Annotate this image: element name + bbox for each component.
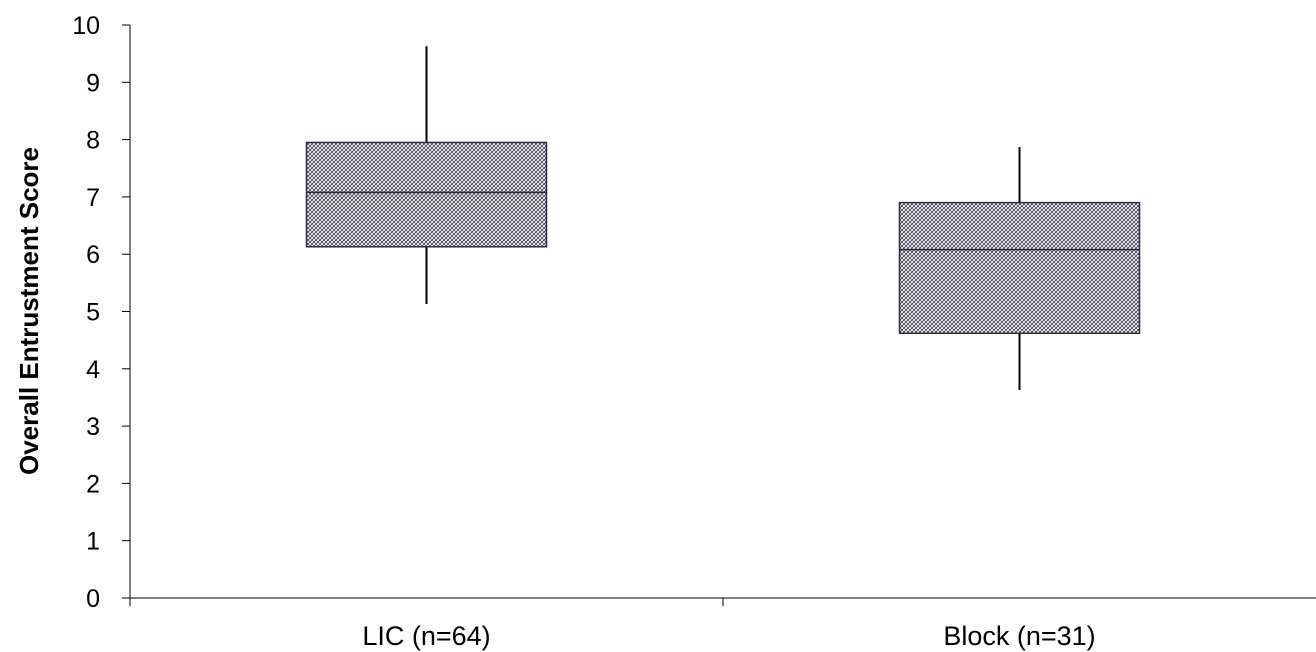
y-axis-ticks: 0 1 2 3 4 5 6 7 8 9 10 [72, 12, 131, 613]
y-axis-title: Overall Entrustment Score [14, 147, 44, 475]
y-tick-label: 7 [86, 184, 100, 212]
x-category-label: LIC (n=64) [362, 621, 490, 651]
y-tick-label: 4 [86, 356, 100, 384]
y-tick-label: 9 [86, 69, 100, 97]
interquartile-box [305, 141, 548, 248]
y-tick-label: 5 [86, 299, 100, 327]
y-tick-label: 2 [86, 470, 100, 498]
x-category-label: Block (n=31) [943, 621, 1095, 651]
y-tick-label: 10 [72, 12, 100, 40]
y-tick-label: 0 [86, 585, 100, 613]
interquartile-box [898, 201, 1141, 335]
box-0 [305, 46, 548, 305]
y-tick-label: 8 [86, 127, 100, 155]
y-tick-label: 1 [86, 528, 100, 556]
x-axis [129, 597, 1316, 606]
x-axis-category-labels: LIC (n=64) Block (n=31) [362, 621, 1095, 651]
y-tick-label: 3 [86, 413, 100, 441]
y-tick-label: 6 [86, 241, 100, 269]
box-series [305, 46, 1141, 391]
box-1 [898, 147, 1141, 391]
